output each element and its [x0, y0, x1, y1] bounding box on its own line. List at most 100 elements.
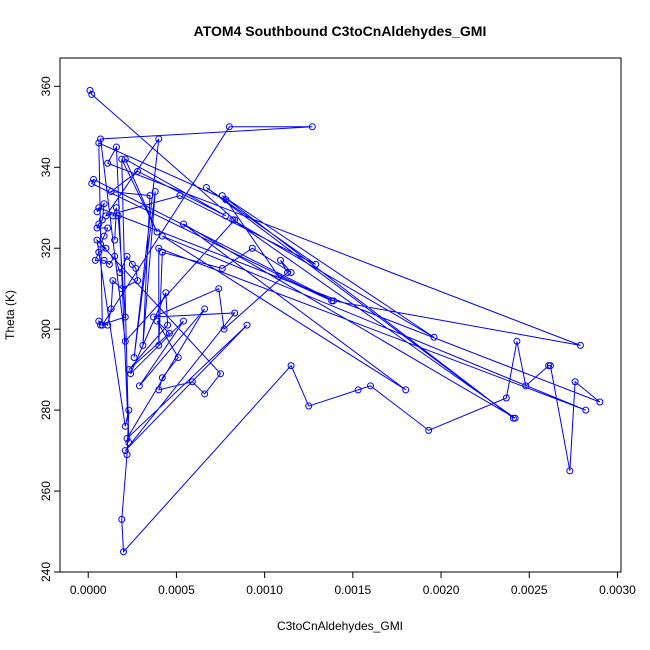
data-point — [153, 228, 161, 236]
data-point — [95, 248, 103, 256]
data-point — [222, 212, 230, 220]
data-point — [312, 260, 320, 268]
data-point — [150, 313, 157, 321]
data-point — [125, 438, 133, 446]
data-point — [329, 297, 337, 305]
data-point — [151, 188, 159, 196]
data-point — [217, 370, 225, 378]
data-point — [522, 382, 530, 390]
data-point — [134, 167, 142, 175]
x-tick-label: 0.0005 — [158, 583, 195, 597]
data-point — [430, 333, 438, 341]
data-point — [162, 289, 170, 297]
series-line — [89, 90, 601, 553]
y-axis-label: Theta (K) — [3, 290, 17, 340]
series-layer — [86, 86, 604, 556]
y-tick-label: 320 — [39, 238, 53, 258]
data-point — [105, 260, 113, 268]
data-point — [102, 244, 110, 252]
data-point — [95, 204, 103, 212]
data-point — [513, 337, 521, 345]
data-point — [155, 341, 163, 349]
data-point — [88, 179, 96, 187]
data-point — [305, 402, 313, 410]
data-point — [164, 321, 172, 329]
data-point — [502, 394, 510, 402]
data-point — [425, 426, 433, 434]
data-point — [566, 467, 574, 475]
data-point — [155, 244, 163, 252]
data-point — [179, 317, 187, 325]
data-point — [107, 188, 115, 196]
data-point — [104, 224, 112, 232]
data-point — [546, 362, 554, 370]
x-tick-label: 0.0030 — [599, 583, 636, 597]
data-point — [111, 236, 119, 244]
data-point — [121, 422, 129, 430]
data-point — [248, 244, 256, 252]
data-point — [582, 406, 590, 414]
data-point — [275, 273, 283, 281]
data-point — [95, 139, 103, 147]
data-point — [97, 135, 105, 143]
data-point — [112, 204, 120, 212]
data-point — [125, 406, 133, 414]
y-tick-label: 260 — [39, 481, 53, 501]
data-point — [128, 260, 136, 268]
data-point — [95, 317, 103, 325]
data-point — [100, 256, 108, 264]
data-point — [215, 285, 223, 293]
data-point — [287, 269, 295, 276]
data-point — [123, 434, 131, 442]
data-point — [155, 386, 163, 394]
data-point — [139, 341, 147, 349]
data-point — [121, 313, 129, 321]
data-point — [202, 184, 210, 192]
data-point — [218, 264, 226, 272]
data-point — [511, 414, 519, 422]
data-point — [109, 212, 117, 220]
chart-title: ATOM4 Southbound C3toCnAldehydes_GMI — [194, 23, 487, 39]
data-point — [118, 285, 126, 293]
data-point — [158, 248, 166, 256]
data-point — [134, 277, 142, 285]
data-point — [118, 155, 126, 163]
data-point — [123, 252, 131, 260]
data-point — [100, 232, 108, 240]
y-tick-label: 360 — [39, 76, 53, 96]
data-point — [576, 341, 584, 349]
x-axis-label: C3toCnAldehydes_GMI — [277, 619, 403, 633]
data-point — [218, 192, 226, 200]
data-point — [104, 159, 112, 167]
data-point — [201, 305, 209, 313]
y-tick-label: 300 — [39, 319, 53, 339]
x-axis: 0.0000 0.0005 0.0010 0.0015 0.0020 0.0025 0.00… — [70, 571, 636, 597]
data-point — [125, 366, 133, 374]
data-point — [98, 321, 106, 329]
data-point — [220, 325, 228, 333]
data-point — [100, 200, 108, 208]
data-point — [146, 192, 154, 200]
data-point — [120, 548, 128, 556]
data-point — [118, 515, 126, 523]
data-point — [116, 269, 124, 276]
data-point — [596, 398, 604, 406]
data-point — [231, 216, 239, 224]
data-point — [201, 390, 209, 398]
data-point — [93, 208, 101, 216]
y-tick-label: 340 — [39, 157, 53, 177]
data-point — [287, 362, 295, 370]
data-point — [91, 256, 99, 264]
data-point — [155, 135, 163, 143]
data-point — [308, 123, 316, 131]
data-point — [132, 264, 140, 272]
y-tick-label: 280 — [39, 400, 53, 420]
data-point — [107, 305, 115, 313]
data-point — [366, 382, 374, 390]
data-point — [97, 240, 105, 248]
data-point — [179, 220, 187, 228]
data-point — [121, 447, 129, 455]
x-tick-label: 0.0025 — [511, 583, 548, 597]
data-point — [98, 216, 106, 224]
